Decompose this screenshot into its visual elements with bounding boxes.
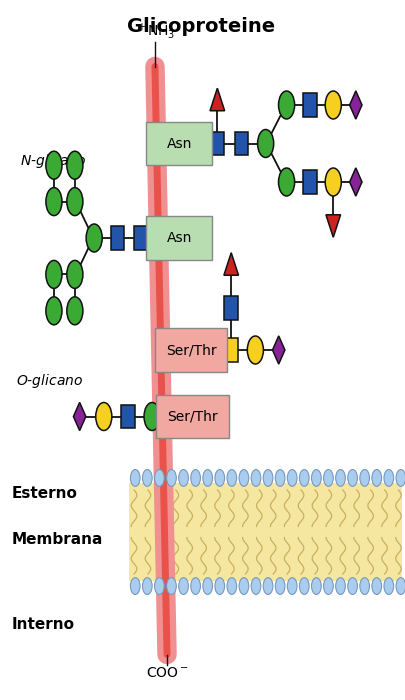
Circle shape [191,578,200,594]
Circle shape [372,470,382,486]
Circle shape [227,470,237,486]
Circle shape [203,578,213,594]
Polygon shape [210,88,225,111]
Bar [211,132,224,155]
Circle shape [336,578,345,594]
Text: Asn: Asn [166,231,192,245]
Circle shape [46,188,62,216]
Circle shape [67,260,83,288]
Circle shape [311,578,321,594]
Circle shape [46,260,62,288]
Circle shape [86,224,102,252]
Polygon shape [350,91,362,119]
Circle shape [311,470,321,486]
Text: Ser/Thr: Ser/Thr [167,410,217,424]
Circle shape [143,470,152,486]
Circle shape [239,578,249,594]
Bar [134,226,148,250]
Circle shape [179,470,188,486]
Bar [129,483,403,581]
FancyBboxPatch shape [156,395,228,438]
Circle shape [67,188,83,216]
Text: Interno: Interno [12,617,75,632]
Circle shape [360,578,369,594]
Circle shape [336,470,345,486]
Circle shape [279,91,294,119]
Circle shape [372,578,382,594]
Bar [111,226,124,250]
Polygon shape [73,402,86,430]
FancyBboxPatch shape [155,328,227,372]
Circle shape [263,470,273,486]
Text: Membrana: Membrana [12,531,103,547]
Circle shape [166,578,176,594]
Circle shape [155,578,164,594]
Polygon shape [350,168,362,196]
Circle shape [203,470,213,486]
Polygon shape [224,253,239,275]
Circle shape [251,470,261,486]
Text: $N$-glicano: $N$-glicano [20,152,87,170]
Circle shape [275,470,285,486]
Bar [234,132,248,155]
Circle shape [275,578,285,594]
Circle shape [215,578,225,594]
Circle shape [67,151,83,179]
Circle shape [251,578,261,594]
Text: $O$-glicano: $O$-glicano [16,372,83,391]
Circle shape [144,402,160,430]
Text: Esterno: Esterno [12,486,78,501]
Circle shape [325,91,341,119]
Circle shape [247,336,263,364]
Circle shape [325,168,341,196]
Circle shape [191,470,200,486]
Circle shape [288,578,297,594]
Circle shape [143,578,152,594]
Circle shape [258,130,274,158]
Circle shape [155,470,164,486]
Circle shape [166,470,176,486]
Circle shape [348,578,357,594]
Circle shape [67,297,83,325]
Bar [303,170,317,194]
Circle shape [130,470,140,486]
Circle shape [96,402,112,430]
Circle shape [130,578,140,594]
Bar [121,405,135,428]
Circle shape [227,578,237,594]
Bar [224,338,238,362]
Circle shape [279,168,294,196]
Circle shape [396,470,405,486]
Bar [303,93,317,117]
Circle shape [288,470,297,486]
Circle shape [215,470,225,486]
Circle shape [299,470,309,486]
Circle shape [324,470,333,486]
Circle shape [324,578,333,594]
Polygon shape [326,215,341,237]
Text: Asn: Asn [166,136,192,150]
Text: $^+$NH$_3$: $^+$NH$_3$ [135,21,175,41]
Bar [224,296,238,320]
Circle shape [46,151,62,179]
Text: COO$^-$: COO$^-$ [146,666,188,680]
Circle shape [263,578,273,594]
Polygon shape [273,336,285,364]
Circle shape [348,470,357,486]
Circle shape [396,578,405,594]
Circle shape [360,470,369,486]
Circle shape [179,578,188,594]
Circle shape [46,297,62,325]
Circle shape [384,578,394,594]
FancyBboxPatch shape [146,122,212,165]
Circle shape [239,470,249,486]
Text: Glicoproteine: Glicoproteine [127,18,275,36]
FancyBboxPatch shape [146,216,212,260]
Circle shape [299,578,309,594]
Text: Ser/Thr: Ser/Thr [166,343,216,357]
Circle shape [384,470,394,486]
